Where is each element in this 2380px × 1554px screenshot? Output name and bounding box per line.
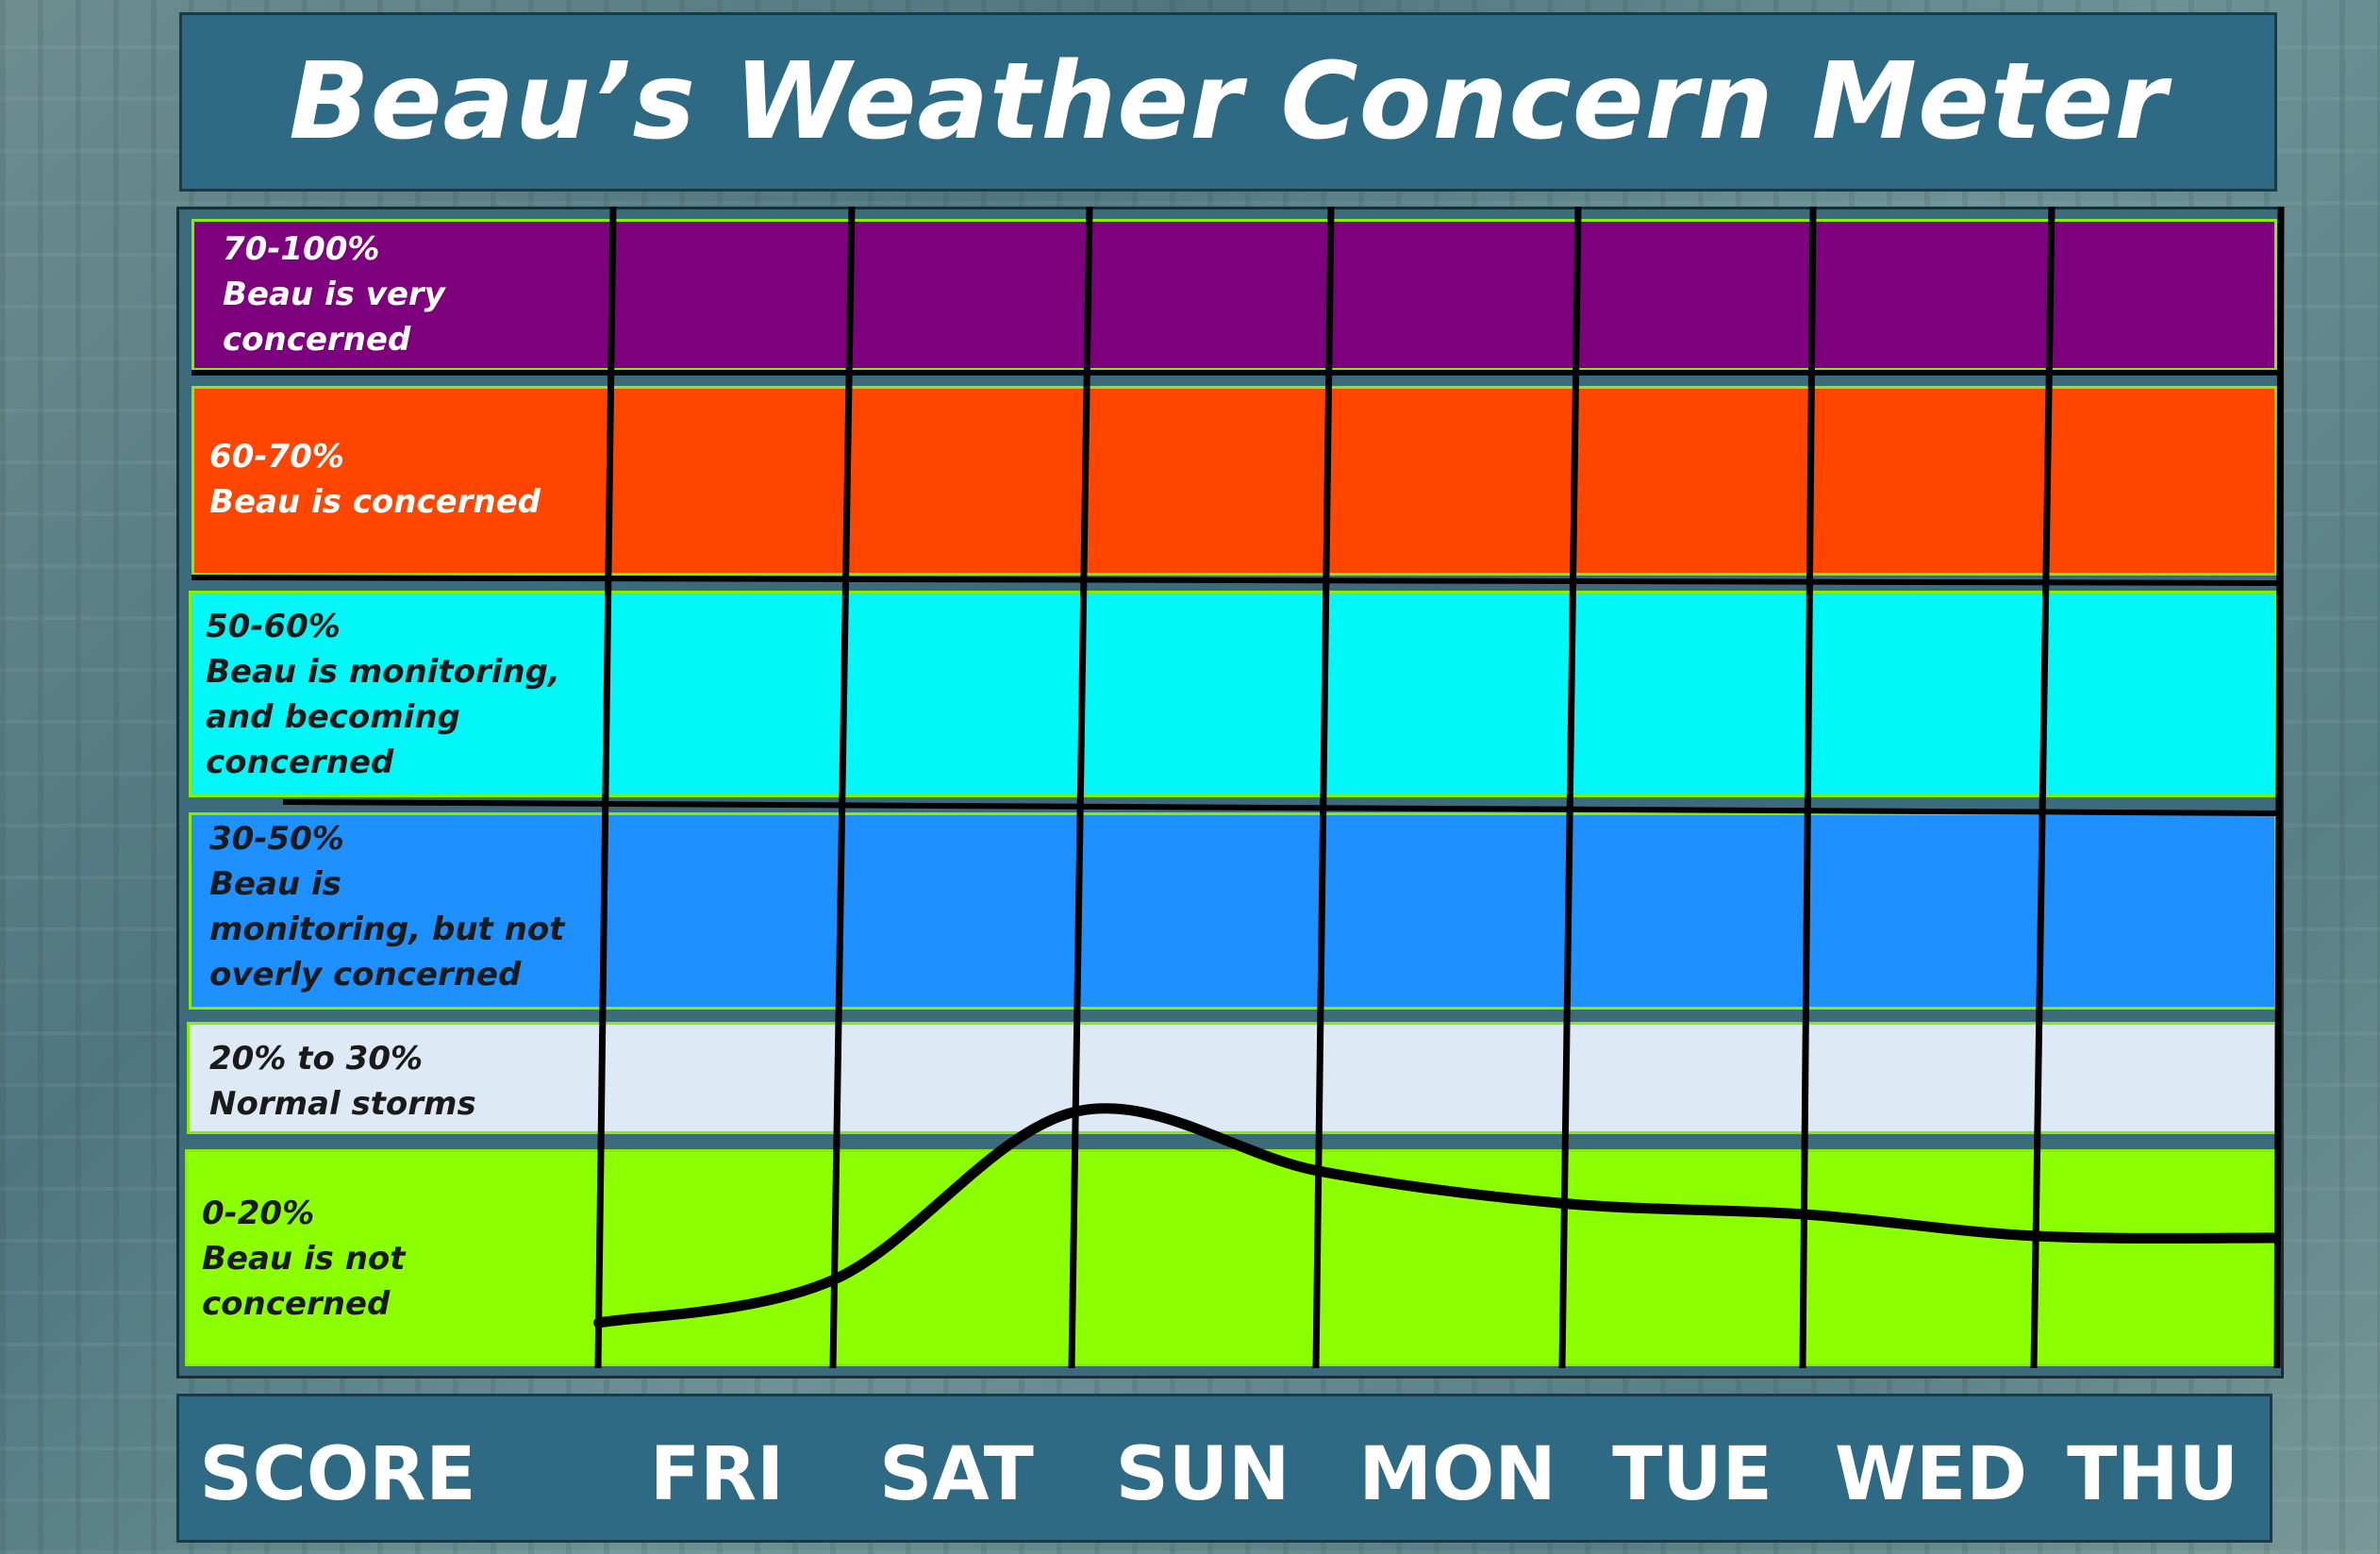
- band-description: Beau is very concerned: [223, 276, 445, 359]
- x-tick-thu: THU: [2067, 1432, 2239, 1517]
- band-description: Beau is concerned: [209, 483, 541, 521]
- band-50-60: [189, 591, 2277, 797]
- band-label: 50-60% Beau is monitoring, and becoming …: [206, 604, 560, 785]
- band-label: 20% to 30% Normal storms: [209, 1036, 476, 1127]
- band-range: 20% to 30%: [209, 1040, 424, 1078]
- band-range: 50-60%: [206, 608, 341, 645]
- band-label: 30-50% Beau is monitoring, but not overl…: [209, 816, 564, 997]
- band-20-30: [187, 1022, 2277, 1134]
- day-gridline-sat: [829, 206, 856, 1369]
- band-divider: [282, 799, 2278, 816]
- day-gridline-fri: [594, 206, 617, 1369]
- day-gridline-thu: [2030, 206, 2055, 1369]
- band-range: 30-50%: [209, 820, 344, 858]
- x-tick-wed: WED: [1834, 1432, 2028, 1517]
- x-axis-bar: [176, 1394, 2272, 1543]
- band-30-50: [189, 812, 2277, 1010]
- chart-title: Beau’s Weather Concern Meter: [289, 41, 2168, 163]
- x-tick-sat: SAT: [879, 1432, 1034, 1517]
- band-70-100: [191, 219, 2277, 371]
- band-label: 70-100% Beau is very concerned: [223, 226, 445, 362]
- band-range: 0-20%: [202, 1195, 315, 1232]
- band-divider: [191, 575, 2278, 586]
- x-tick-sun: SUN: [1115, 1432, 1290, 1517]
- band-description: Normal storms: [209, 1085, 476, 1123]
- x-axis-label-score: SCORE: [199, 1432, 476, 1517]
- band-description: Beau is not concerned: [202, 1240, 406, 1323]
- band-description: Beau is monitoring, but not overly conce…: [209, 865, 565, 994]
- band-0-20: [185, 1149, 2277, 1366]
- band-description: Beau is monitoring, and becoming concern…: [206, 653, 560, 781]
- day-gridline-sun: [1068, 206, 1093, 1369]
- title-banner: Beau’s Weather Concern Meter: [179, 12, 2277, 192]
- day-gridline-wed: [1799, 206, 1817, 1369]
- x-tick-fri: FRI: [649, 1432, 785, 1517]
- day-gridline-tue: [1558, 206, 1582, 1369]
- band-60-70: [191, 386, 2277, 576]
- day-gridline-mon: [1312, 206, 1335, 1369]
- band-label: 60-70% Beau is concerned: [209, 434, 541, 525]
- concern-line: [593, 1103, 2281, 1328]
- x-tick-mon: MON: [1358, 1432, 1556, 1517]
- band-range: 70-100%: [223, 230, 380, 268]
- band-label: 0-20% Beau is not concerned: [202, 1191, 406, 1327]
- band-range: 60-70%: [209, 438, 344, 476]
- right-gridline: [2273, 206, 2285, 1369]
- x-tick-tue: TUE: [1612, 1432, 1773, 1517]
